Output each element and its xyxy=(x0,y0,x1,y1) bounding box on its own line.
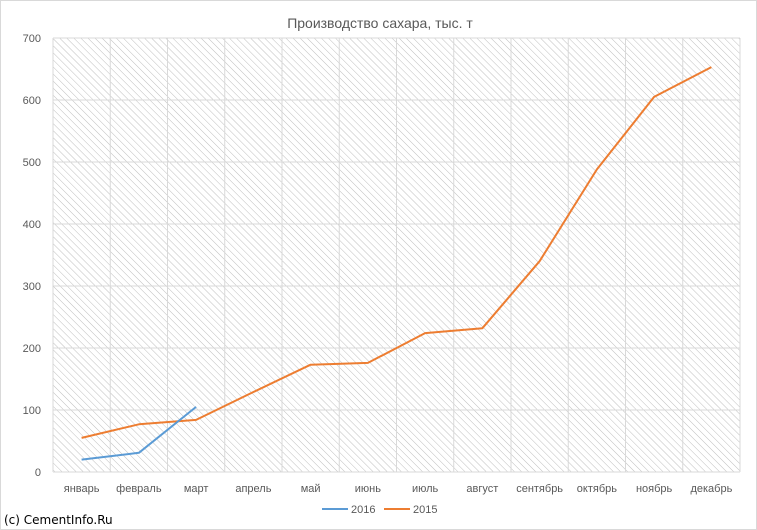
series-line-2015 xyxy=(81,66,712,439)
copyright-text: (c) CementInfo.Ru xyxy=(4,513,113,527)
y-tick-label: 300 xyxy=(23,281,41,293)
x-tick-label: август xyxy=(466,483,498,495)
x-tick-label: июнь xyxy=(355,483,381,495)
y-tick-label: 400 xyxy=(23,219,41,231)
y-axis-ticks: 0 100 200 300 400 500 600 700 xyxy=(23,33,41,479)
grid-lines xyxy=(52,37,741,473)
chart-title: Производство сахара, тыс. т xyxy=(287,15,473,31)
y-tick-label: 500 xyxy=(23,157,41,169)
legend: 2016 2015 xyxy=(322,504,437,516)
y-tick-label: 600 xyxy=(23,95,41,107)
y-tick-label: 0 xyxy=(35,467,41,479)
x-tick-label: ноябрь xyxy=(636,483,673,495)
legend-label-2016: 2016 xyxy=(351,504,375,516)
x-tick-label: июль xyxy=(412,483,439,495)
x-tick-label: март xyxy=(184,483,209,495)
y-tick-label: 200 xyxy=(23,343,41,355)
x-tick-label: декабрь xyxy=(690,483,732,495)
y-tick-label: 100 xyxy=(23,405,41,417)
x-axis-ticks: январь февраль март апрель май июнь июль август… xyxy=(64,483,733,495)
x-tick-label: май xyxy=(301,483,321,495)
legend-label-2015: 2015 xyxy=(413,504,437,516)
y-tick-label: 700 xyxy=(23,33,41,45)
x-tick-label: сентябрь xyxy=(516,483,563,495)
x-tick-label: февраль xyxy=(116,483,162,495)
x-tick-label: январь xyxy=(64,483,100,495)
x-tick-label: апрель xyxy=(235,483,271,495)
series-lines xyxy=(81,66,712,461)
x-tick-label: октябрь xyxy=(577,483,617,495)
